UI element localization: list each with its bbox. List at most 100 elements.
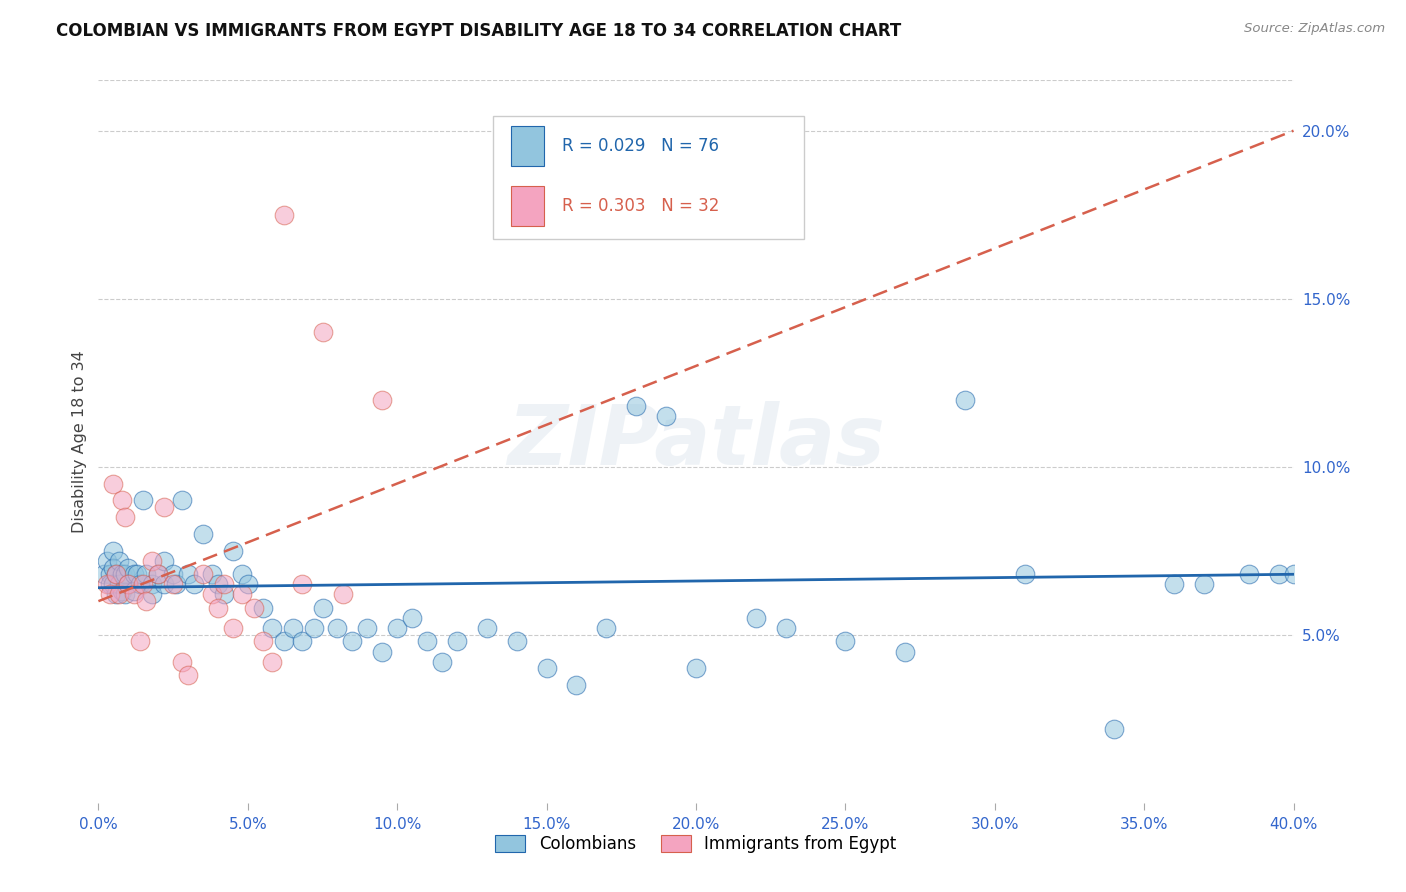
Point — [135, 594, 157, 608]
Point — [162, 567, 184, 582]
Point — [124, 587, 146, 601]
Point — [291, 577, 314, 591]
Point — [114, 510, 136, 524]
Point — [96, 577, 118, 591]
Y-axis label: Disability Age 18 to 34: Disability Age 18 to 34 — [72, 351, 87, 533]
Point — [371, 644, 394, 658]
Point — [252, 634, 274, 648]
Point — [311, 600, 333, 615]
Point — [172, 655, 194, 669]
Point — [273, 634, 295, 648]
Point — [124, 567, 146, 582]
Point — [132, 493, 155, 508]
Point — [105, 587, 128, 601]
Point — [506, 634, 529, 648]
Point — [281, 621, 304, 635]
Point — [117, 560, 139, 574]
Point — [201, 567, 224, 582]
Point — [191, 527, 214, 541]
Point — [148, 567, 170, 582]
Text: ZIPatlas: ZIPatlas — [508, 401, 884, 482]
Point — [105, 567, 128, 582]
Point — [1282, 567, 1305, 582]
Point — [243, 600, 266, 615]
Text: Source: ZipAtlas.com: Source: ZipAtlas.com — [1244, 22, 1385, 36]
Point — [834, 634, 856, 648]
Point — [302, 621, 325, 635]
Point — [655, 409, 678, 424]
Point — [177, 668, 200, 682]
Point — [129, 577, 152, 591]
Point — [114, 567, 136, 582]
Point — [1267, 567, 1289, 582]
Point — [311, 326, 333, 340]
Point — [416, 634, 439, 648]
Point — [114, 587, 136, 601]
Point — [103, 560, 125, 574]
Point — [236, 577, 259, 591]
Point — [207, 600, 229, 615]
Point — [108, 554, 131, 568]
Point — [291, 634, 314, 648]
Point — [1237, 567, 1260, 582]
Point — [595, 621, 617, 635]
Point — [111, 584, 134, 599]
Point — [98, 587, 122, 601]
Point — [273, 208, 295, 222]
Point — [260, 655, 283, 669]
Point — [165, 577, 187, 591]
Point — [371, 392, 394, 407]
FancyBboxPatch shape — [510, 126, 544, 166]
Point — [148, 567, 170, 582]
Point — [153, 554, 176, 568]
Point — [565, 678, 588, 692]
Point — [446, 634, 468, 648]
Point — [260, 621, 283, 635]
Point — [105, 567, 128, 582]
Point — [111, 493, 134, 508]
Point — [93, 567, 115, 582]
Point — [401, 611, 423, 625]
Point — [108, 577, 131, 591]
Point — [231, 587, 253, 601]
Point — [132, 577, 155, 591]
Point — [212, 577, 235, 591]
Point — [953, 392, 976, 407]
Point — [98, 577, 122, 591]
Point — [385, 621, 409, 635]
Point — [1192, 577, 1215, 591]
Point — [141, 554, 163, 568]
FancyBboxPatch shape — [494, 116, 804, 239]
Point — [117, 577, 139, 591]
Point — [430, 655, 453, 669]
Point — [103, 577, 125, 591]
Point — [1104, 722, 1126, 736]
Point — [685, 661, 707, 675]
Point — [129, 634, 152, 648]
Point — [153, 577, 176, 591]
FancyBboxPatch shape — [510, 186, 544, 227]
Point — [103, 543, 125, 558]
Text: R = 0.029   N = 76: R = 0.029 N = 76 — [562, 136, 718, 154]
Point — [1014, 567, 1036, 582]
Point — [117, 577, 139, 591]
Point — [894, 644, 917, 658]
Point — [141, 587, 163, 601]
Point — [356, 621, 378, 635]
Point — [183, 577, 205, 591]
Point — [475, 621, 498, 635]
Point — [127, 567, 149, 582]
Point — [103, 476, 125, 491]
Point — [141, 577, 163, 591]
Point — [342, 634, 364, 648]
Point — [626, 399, 648, 413]
Point — [191, 567, 214, 582]
Point — [98, 567, 122, 582]
Point — [111, 567, 134, 582]
Point — [212, 587, 235, 601]
Point — [124, 584, 146, 599]
Point — [536, 661, 558, 675]
Point — [135, 567, 157, 582]
Legend: Colombians, Immigrants from Egypt: Colombians, Immigrants from Egypt — [489, 828, 903, 860]
Point — [326, 621, 349, 635]
